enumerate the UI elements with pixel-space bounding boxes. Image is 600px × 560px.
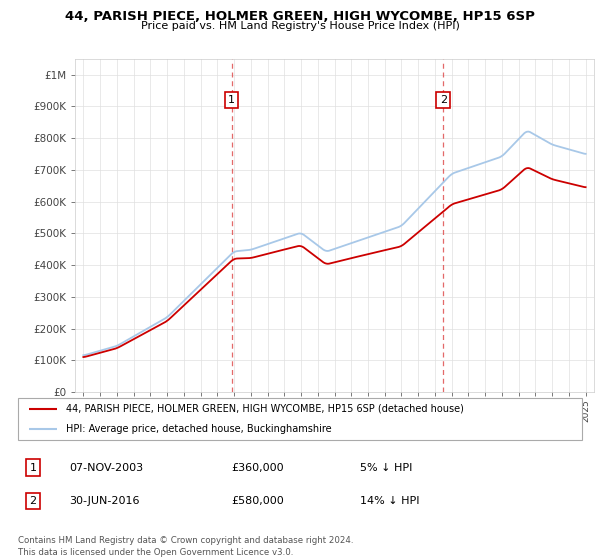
Text: HPI: Average price, detached house, Buckinghamshire: HPI: Average price, detached house, Buck… [66,424,332,434]
Text: 2: 2 [29,496,37,506]
Text: £360,000: £360,000 [231,463,284,473]
Text: 30-JUN-2016: 30-JUN-2016 [69,496,139,506]
Text: 44, PARISH PIECE, HOLMER GREEN, HIGH WYCOMBE, HP15 6SP: 44, PARISH PIECE, HOLMER GREEN, HIGH WYC… [65,10,535,23]
Text: 1: 1 [29,463,37,473]
Text: 14% ↓ HPI: 14% ↓ HPI [360,496,419,506]
FancyBboxPatch shape [18,398,582,440]
Text: Contains HM Land Registry data © Crown copyright and database right 2024.
This d: Contains HM Land Registry data © Crown c… [18,536,353,557]
Text: Price paid vs. HM Land Registry's House Price Index (HPI): Price paid vs. HM Land Registry's House … [140,21,460,31]
Text: 07-NOV-2003: 07-NOV-2003 [69,463,143,473]
Text: 44, PARISH PIECE, HOLMER GREEN, HIGH WYCOMBE, HP15 6SP (detached house): 44, PARISH PIECE, HOLMER GREEN, HIGH WYC… [66,404,464,414]
Text: 5% ↓ HPI: 5% ↓ HPI [360,463,412,473]
Text: 1: 1 [228,95,235,105]
Text: £580,000: £580,000 [231,496,284,506]
Text: 2: 2 [440,95,447,105]
